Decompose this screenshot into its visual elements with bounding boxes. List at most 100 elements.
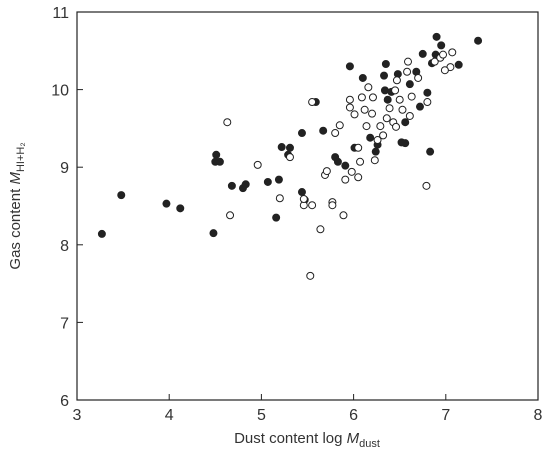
point [398, 105, 407, 114]
point [331, 129, 340, 138]
point [370, 156, 379, 165]
point [385, 104, 394, 113]
point [212, 150, 221, 159]
point [308, 201, 317, 210]
point [448, 48, 457, 57]
x-tick-label: 3 [73, 407, 82, 424]
point [362, 122, 371, 131]
y-tick-label: 11 [52, 5, 69, 22]
point [364, 83, 373, 92]
point [345, 62, 354, 71]
x-tick-label: 5 [257, 407, 266, 424]
x-tick-label: 6 [349, 407, 358, 424]
point [322, 167, 331, 176]
point [430, 57, 439, 66]
y-tick-label: 8 [60, 238, 69, 255]
point [376, 122, 385, 131]
point [405, 80, 414, 89]
point [371, 147, 380, 156]
point [474, 36, 483, 45]
point [358, 73, 367, 82]
point [354, 143, 363, 152]
point [403, 67, 412, 76]
point [381, 59, 390, 68]
point [97, 229, 106, 238]
point [223, 118, 232, 127]
point [215, 157, 224, 166]
point [316, 225, 325, 234]
x-tick-label: 4 [165, 407, 174, 424]
point [454, 60, 463, 69]
point [415, 102, 424, 111]
point [308, 98, 317, 107]
point [423, 98, 432, 107]
y-tick-label: 7 [60, 315, 69, 332]
point [209, 229, 218, 238]
point [328, 201, 337, 210]
point [299, 195, 308, 204]
point [422, 181, 431, 190]
point [405, 111, 414, 120]
y-tick-label: 9 [60, 160, 69, 177]
point [437, 41, 446, 50]
point [345, 95, 354, 104]
point [403, 57, 412, 66]
point [297, 129, 306, 138]
point [382, 114, 391, 123]
point [162, 199, 171, 208]
point [373, 136, 382, 145]
point [380, 86, 389, 95]
point [227, 181, 236, 190]
point [391, 86, 400, 95]
point [357, 93, 366, 102]
point [395, 95, 404, 104]
y-tick-label: 6 [60, 393, 69, 410]
point [341, 161, 350, 170]
point [275, 194, 284, 203]
plot-frame [76, 11, 539, 401]
point [440, 66, 449, 75]
point [274, 175, 283, 184]
y-tick-label: 10 [51, 83, 69, 100]
point [356, 157, 365, 166]
point [350, 110, 359, 119]
point [418, 49, 427, 58]
point [379, 131, 388, 140]
point [397, 138, 406, 147]
point [347, 167, 356, 176]
point [407, 92, 416, 101]
point [360, 105, 369, 114]
x-tick-label: 8 [534, 407, 543, 424]
point [272, 213, 281, 222]
point [277, 143, 286, 152]
point [319, 126, 328, 135]
point [392, 122, 401, 131]
point [345, 103, 354, 112]
point [297, 188, 306, 197]
point [285, 143, 294, 152]
point [392, 76, 401, 85]
point [176, 204, 185, 213]
point [366, 133, 375, 142]
point [368, 93, 377, 102]
point [354, 173, 363, 182]
point [226, 211, 235, 220]
point [439, 50, 448, 59]
point [285, 153, 294, 162]
point [341, 175, 350, 184]
point [241, 180, 250, 189]
point [368, 109, 377, 118]
x-axis-label: Dust content log Mdust [234, 430, 380, 450]
point [423, 88, 432, 97]
point [380, 71, 389, 80]
point [263, 177, 272, 186]
point [383, 95, 392, 104]
point [306, 271, 315, 280]
point [335, 121, 344, 130]
point [117, 191, 126, 200]
point [432, 32, 441, 41]
point [401, 118, 410, 127]
point [414, 73, 423, 82]
